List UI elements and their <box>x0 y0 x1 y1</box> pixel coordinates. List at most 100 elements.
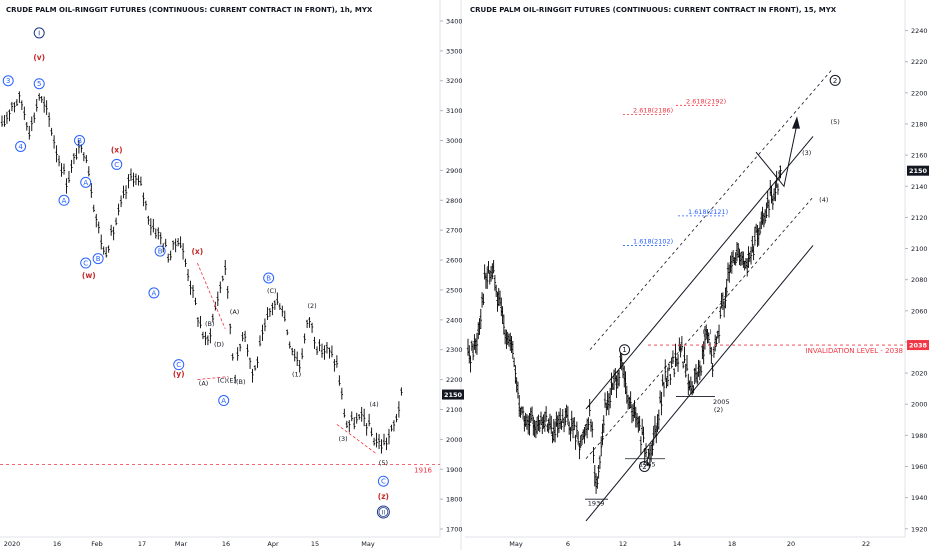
last-price-label-15m: 2150 <box>909 167 928 175</box>
wave-label-circle-1h: B <box>77 137 82 145</box>
wave-label-circle-1h-ring <box>148 287 160 299</box>
x-tick-label-15m: 22 <box>862 540 870 548</box>
fib-level-label: 2.618(2186) <box>633 107 673 115</box>
y-tick-label-1h: 1800 <box>446 496 463 504</box>
wave-label-circle-1h: 5 <box>37 80 41 88</box>
wave-label-15m: 1939 <box>588 499 605 507</box>
wave-label-red-1h: (x) <box>191 247 203 256</box>
projection-arrow <box>792 116 800 129</box>
wave-label-circle-15m: 2 <box>642 463 646 471</box>
wave-label-circle-1h-ring <box>173 359 185 371</box>
wave-label-circle-1h-ring <box>92 253 104 265</box>
wave-label-1h: (B) <box>205 320 215 328</box>
y-tick-label-1h: 1900 <box>446 466 463 474</box>
wave-label-circle-1h: 3 <box>6 77 10 85</box>
chart-title-1h: CRUDE PALM OIL-RINGGIT FUTURES (CONTINUO… <box>6 6 373 14</box>
wave-label-15m: (2) <box>714 406 723 414</box>
x-tick-label-1h: 17 <box>138 540 146 548</box>
y-tick-label-1h: 2600 <box>446 257 463 265</box>
x-tick-label-1h: Apr <box>267 540 279 548</box>
x-tick-label-15m: 14 <box>673 540 681 548</box>
wave-label-1h: (4) <box>369 400 378 408</box>
wave-label-circle-1h-ring <box>80 176 92 188</box>
y-tick-label-15m: 2160 <box>911 152 928 160</box>
x-tick-label-15m: 6 <box>566 540 570 548</box>
wave-label-1h: (C) <box>267 287 277 295</box>
wave-label-circle-1h: B <box>158 248 163 256</box>
y-tick-label-1h: 2200 <box>446 376 463 384</box>
channel-mid-line <box>585 196 814 459</box>
y-tick-label-1h: 3000 <box>446 137 463 145</box>
projection-path <box>755 123 798 188</box>
y-tick-label-1h: 1700 <box>446 526 463 534</box>
wave-label-degree-1h-ring <box>33 27 45 39</box>
chart-title-15m: CRUDE PALM OIL-RINGGIT FUTURES (CONTINUO… <box>470 6 837 14</box>
wave-label-1h: (C) <box>217 377 227 385</box>
y-tick-label-15m: 2020 <box>911 370 928 378</box>
wedge-line-1h <box>196 262 226 329</box>
y-tick-label-15m: 2120 <box>911 214 928 222</box>
y-tick-label-15m: 2060 <box>911 307 928 315</box>
wave-label-circle-1h-ring <box>263 272 275 284</box>
wave-label-1h: (5) <box>379 459 388 467</box>
fib-level-label: 1.618(2121) <box>688 208 728 216</box>
wave-label-1h: (A) <box>230 308 240 316</box>
fib-level-label: 2.618(2192) <box>686 97 726 105</box>
wave-label-1h: (E) <box>227 377 236 385</box>
x-tick-label-1h: May <box>361 540 375 548</box>
y-tick-label-15m: 2100 <box>911 245 928 253</box>
wave-label-red-1h: (v) <box>33 53 45 62</box>
wave-label-circle-1h-ring <box>218 395 230 407</box>
y-tick-label-1h: 2100 <box>446 406 463 414</box>
wave-label-degree-1h: I <box>38 29 40 37</box>
wave-label-circle-15m: 1 <box>622 346 626 354</box>
y-tick-label-15m: 1920 <box>911 525 928 533</box>
x-tick-label-1h: Mar <box>175 540 188 548</box>
wave-label-15m: 2005 <box>713 398 730 406</box>
channel-lower-line <box>585 245 814 522</box>
y-tick-label-15m: 1980 <box>911 432 928 440</box>
y-tick-label-1h: 2300 <box>446 346 463 354</box>
wave-label-circle-1h-ring <box>33 78 45 90</box>
wave-label-degree-1h: II <box>382 509 386 516</box>
wave-label-1h: (A) <box>199 380 209 388</box>
wave-label-15m: (1) <box>702 328 711 336</box>
wave-label-circle-1h: C <box>381 478 386 486</box>
wave-label-circle-1h: C <box>83 260 88 268</box>
wave-label-circle-1h-ring <box>154 245 166 257</box>
y-tick-label-1h: 2400 <box>446 316 463 324</box>
y-tick-label-1h: 2000 <box>446 436 463 444</box>
wave-label-circle-1h-ring <box>58 194 70 206</box>
y-tick-label-1h: 3100 <box>446 107 463 115</box>
y-tick-label-1h: 2700 <box>446 227 463 235</box>
wave-label-circle-15m-ring <box>619 344 631 356</box>
channel-outer-line <box>589 69 833 350</box>
wave-label-red-1h: (z) <box>378 492 389 501</box>
y-tick-label-15m: 2180 <box>911 120 928 128</box>
wave-label-circle-1h: B <box>96 255 101 263</box>
wave-label-degree-ring-1h <box>376 505 390 519</box>
last-price-label-1h: 2150 <box>444 391 463 399</box>
y-tick-label-1h: 3300 <box>446 47 463 55</box>
y-tick-label-1h: 3200 <box>446 77 463 85</box>
panel-1h: CRUDE PALM OIL-RINGGIT FUTURES (CONTINUO… <box>0 0 464 548</box>
wave-label-1h: (3) <box>338 435 347 443</box>
wave-label-15m: (5) <box>831 118 840 126</box>
y-tick-label-15m: 2000 <box>911 401 928 409</box>
wave-label-circle-15m-ring <box>829 74 841 86</box>
x-tick-label-1h: 16 <box>222 540 230 548</box>
x-tick-label-1h: 16 <box>53 540 61 548</box>
wave-label-1h: (1) <box>292 371 301 379</box>
x-tick-label-15m: 18 <box>728 540 736 548</box>
y-tick-label-15m: 2240 <box>911 27 928 35</box>
last-price-tag-15m <box>907 165 929 176</box>
wave-label-circle-1h: C <box>176 361 181 369</box>
y-tick-label-15m: 1940 <box>911 494 928 502</box>
wave-label-circle-1h: A <box>83 179 88 187</box>
x-tick-label-1h: 15 <box>311 540 319 548</box>
wave-label-degree-ring-1h <box>378 507 389 517</box>
panel-15m: CRUDE PALM OIL-RINGGIT FUTURES (CONTINUO… <box>465 0 929 548</box>
